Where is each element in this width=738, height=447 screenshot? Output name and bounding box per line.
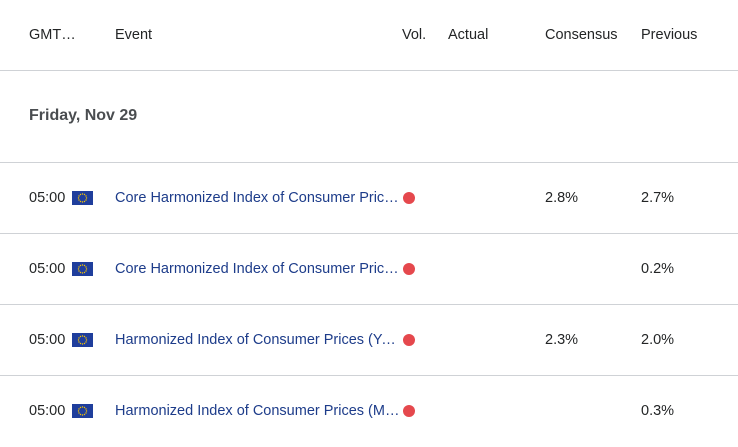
table-row[interactable]: 05:00 Core Harmonized Index of Consumer … — [0, 234, 738, 305]
column-header-event: Event — [115, 27, 153, 43]
table-header: GMT… Event Vol. Actual Consensus Previou… — [0, 0, 738, 71]
column-header-consensus: Consensus — [545, 27, 618, 43]
column-header-time[interactable]: GMT… — [29, 27, 76, 43]
volatility-high-indicator — [403, 192, 415, 204]
table-row[interactable]: 05:00 Harmonized Index of Consumer Price… — [0, 305, 738, 376]
event-time: 05:00 — [29, 403, 66, 419]
eu-flag-icon — [72, 191, 93, 205]
event-previous: 0.2% — [641, 261, 675, 277]
volatility-high-indicator — [403, 405, 415, 417]
event-name-link[interactable]: Core Harmonized Index of Consumer Prices… — [115, 261, 402, 277]
event-previous: 2.7% — [641, 190, 675, 206]
eu-flag-icon — [72, 404, 93, 418]
eu-flag-icon — [72, 262, 93, 276]
event-time: 05:00 — [29, 332, 66, 348]
event-name-link[interactable]: Harmonized Index of Consumer Prices (MoM… — [115, 403, 402, 419]
event-previous: 0.3% — [641, 403, 675, 419]
event-time: 05:00 — [29, 190, 66, 206]
column-header-volatility: Vol. — [402, 27, 427, 43]
event-consensus: 2.3% — [545, 332, 579, 348]
event-previous: 2.0% — [641, 332, 675, 348]
event-time: 05:00 — [29, 261, 66, 277]
volatility-high-indicator — [403, 334, 415, 346]
table-row[interactable]: 05:00 Harmonized Index of Consumer Price… — [0, 376, 738, 447]
event-consensus: 2.8% — [545, 190, 579, 206]
column-header-previous: Previous — [641, 27, 698, 43]
day-group-row: Friday, Nov 29 — [0, 71, 738, 163]
eu-flag-icon — [72, 333, 93, 347]
table-row[interactable]: 05:00 Core Harmonized Index of Consumer … — [0, 163, 738, 234]
event-name-link[interactable]: Harmonized Index of Consumer Prices (YoY… — [115, 332, 402, 348]
day-label: Friday, Nov 29 — [29, 107, 138, 124]
column-header-actual: Actual — [448, 27, 489, 43]
event-name-link[interactable]: Core Harmonized Index of Consumer Prices… — [115, 190, 402, 206]
volatility-high-indicator — [403, 263, 415, 275]
